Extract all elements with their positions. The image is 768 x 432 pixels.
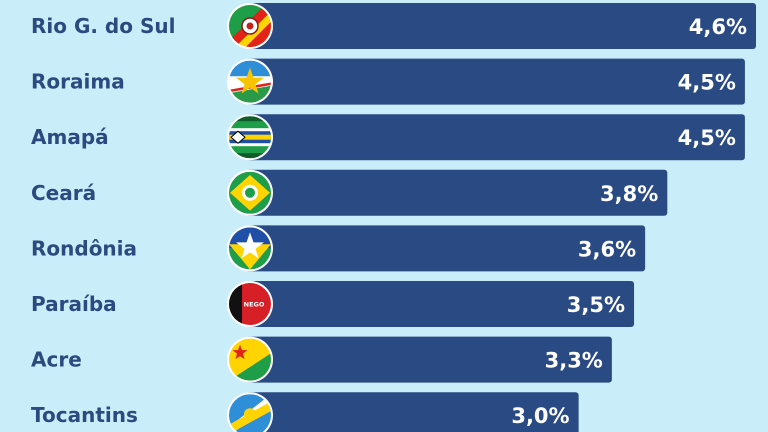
amapa-flag-icon (227, 114, 273, 161)
bar (246, 3, 756, 49)
value-label: 4,5% (678, 126, 736, 150)
value-label: 3,5% (567, 293, 625, 317)
category-label: Ceará (31, 181, 96, 205)
bar (246, 169, 668, 216)
bar (246, 336, 612, 383)
category-label: Acre (31, 348, 82, 372)
paraiba-flag-text: NEGO (244, 301, 265, 309)
value-label: 3,6% (578, 237, 636, 261)
tocantins-flag-icon (227, 392, 273, 432)
value-label: 3,3% (545, 349, 603, 373)
bar (246, 58, 745, 105)
value-label: 3,8% (600, 182, 658, 206)
category-label: Paraíba (31, 292, 117, 316)
bar (246, 392, 579, 432)
category-label: Amapá (31, 125, 109, 149)
value-label: 4,5% (678, 71, 736, 95)
bar (246, 281, 635, 327)
value-label: 3,0% (511, 404, 569, 428)
value-label: 4,6% (689, 15, 747, 39)
acre-flag-icon (227, 336, 273, 383)
bar (246, 114, 745, 161)
category-label: Tocantins (31, 403, 138, 427)
bar (246, 225, 646, 272)
rio-grande-do-sul-flag-icon (227, 3, 273, 49)
category-label: Rondônia (31, 236, 137, 260)
ceara-flag-icon (227, 169, 273, 216)
paraiba-flag-icon: NEGO (227, 281, 273, 327)
roraima-flag-icon (227, 58, 273, 105)
category-label: Rio G. do Sul (31, 14, 175, 38)
rondonia-flag-icon (227, 225, 273, 272)
category-label: Roraima (31, 70, 125, 94)
